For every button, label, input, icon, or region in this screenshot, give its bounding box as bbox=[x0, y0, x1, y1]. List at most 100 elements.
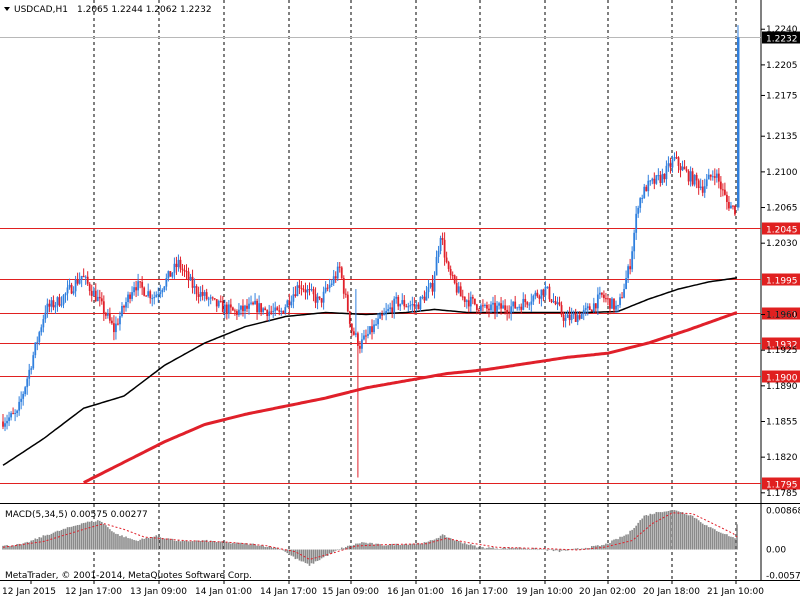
macd-bar bbox=[56, 530, 59, 550]
macd-bar bbox=[500, 548, 502, 550]
macd-bar bbox=[171, 538, 174, 550]
macd-bar bbox=[363, 542, 365, 550]
candle bbox=[229, 298, 232, 314]
macd-bar bbox=[667, 511, 670, 550]
candle bbox=[2, 413, 4, 430]
candle bbox=[603, 290, 605, 303]
macd-bar bbox=[78, 524, 81, 550]
macd-bar bbox=[256, 545, 258, 550]
macd-bar bbox=[236, 542, 238, 550]
macd-bar bbox=[141, 538, 143, 550]
macd-bar bbox=[556, 549, 559, 551]
candle bbox=[415, 301, 418, 312]
macd-bar bbox=[318, 549, 321, 561]
chart-header: USDCAD,H1 1.2065 1.2244 1.2062 1.2232 bbox=[4, 5, 212, 15]
price-tick-label: 1.2100 bbox=[766, 168, 798, 178]
candle bbox=[161, 288, 164, 298]
macd-bar bbox=[282, 549, 285, 551]
macd-bar bbox=[353, 544, 355, 550]
macd-bar bbox=[187, 541, 190, 550]
candle bbox=[24, 385, 27, 397]
horizontal-levels[interactable]: 1.2045 1.1995 1.1961 1.1932 1.1900 1.1795 bbox=[0, 222, 800, 491]
candle bbox=[64, 292, 67, 303]
candle bbox=[411, 296, 414, 313]
candle bbox=[40, 324, 43, 336]
dropdown-triangle-icon[interactable] bbox=[4, 7, 10, 11]
macd-bar bbox=[308, 549, 311, 566]
macd-bar bbox=[455, 540, 458, 550]
macd-bar bbox=[538, 548, 541, 550]
macd-bar bbox=[149, 538, 152, 550]
candle bbox=[106, 309, 109, 319]
candle bbox=[558, 296, 561, 307]
candle bbox=[242, 299, 244, 317]
candle bbox=[590, 309, 593, 312]
macd-bar bbox=[111, 531, 113, 550]
candle bbox=[350, 323, 353, 337]
macd-bar bbox=[328, 549, 331, 554]
macd-bar bbox=[137, 541, 139, 550]
candlesticks bbox=[2, 25, 740, 478]
candle bbox=[147, 283, 150, 298]
macd-bar bbox=[474, 545, 476, 550]
candle bbox=[42, 314, 45, 333]
macd-bar bbox=[665, 511, 668, 550]
macd-bar bbox=[651, 514, 654, 550]
macd-bar bbox=[228, 542, 230, 550]
macd-bar bbox=[451, 539, 454, 550]
candle bbox=[266, 309, 269, 322]
macd-bar bbox=[554, 549, 557, 551]
macd-bar bbox=[284, 549, 287, 552]
candle bbox=[74, 275, 77, 297]
macd-bar bbox=[240, 542, 242, 550]
candle bbox=[439, 235, 442, 255]
macd-bar bbox=[199, 540, 202, 550]
candle bbox=[703, 178, 706, 198]
macd-bar bbox=[304, 549, 307, 564]
candle bbox=[681, 160, 684, 172]
candle bbox=[70, 282, 73, 295]
candle bbox=[514, 295, 517, 309]
candle bbox=[522, 292, 525, 311]
macd-bar bbox=[718, 531, 720, 550]
candle bbox=[516, 306, 519, 311]
candle bbox=[625, 270, 627, 290]
candle bbox=[534, 290, 537, 300]
candle bbox=[667, 156, 670, 172]
ohlc-values: 1.2065 1.2244 1.2062 1.2232 bbox=[77, 5, 212, 15]
candle bbox=[26, 376, 29, 395]
candle bbox=[205, 288, 208, 301]
macd-bar bbox=[306, 549, 309, 564]
macd-bar bbox=[266, 547, 268, 550]
candle bbox=[691, 167, 694, 187]
candle bbox=[369, 325, 371, 335]
candle bbox=[108, 307, 111, 324]
macd-bar bbox=[536, 549, 539, 551]
macd-bar bbox=[103, 523, 105, 550]
candle bbox=[195, 284, 198, 301]
candle bbox=[435, 250, 438, 276]
candle bbox=[221, 296, 224, 313]
macd-bar bbox=[183, 540, 186, 550]
candle bbox=[637, 205, 640, 218]
macd-bar bbox=[324, 549, 327, 556]
candle bbox=[717, 168, 720, 189]
candle bbox=[8, 411, 10, 427]
candle bbox=[133, 281, 135, 296]
candle bbox=[643, 183, 646, 199]
candle bbox=[272, 303, 275, 318]
macd-bar bbox=[595, 545, 597, 550]
macd-bar bbox=[115, 533, 117, 550]
macd-bar bbox=[296, 549, 299, 559]
candle bbox=[175, 256, 178, 275]
candle bbox=[248, 297, 250, 315]
macd-bar bbox=[96, 520, 99, 550]
macd-bar bbox=[679, 512, 682, 550]
candle bbox=[732, 205, 734, 210]
macd-bar bbox=[60, 529, 63, 550]
candle bbox=[145, 295, 148, 297]
macd-bar bbox=[705, 525, 708, 550]
level-price-tag bbox=[762, 370, 800, 383]
